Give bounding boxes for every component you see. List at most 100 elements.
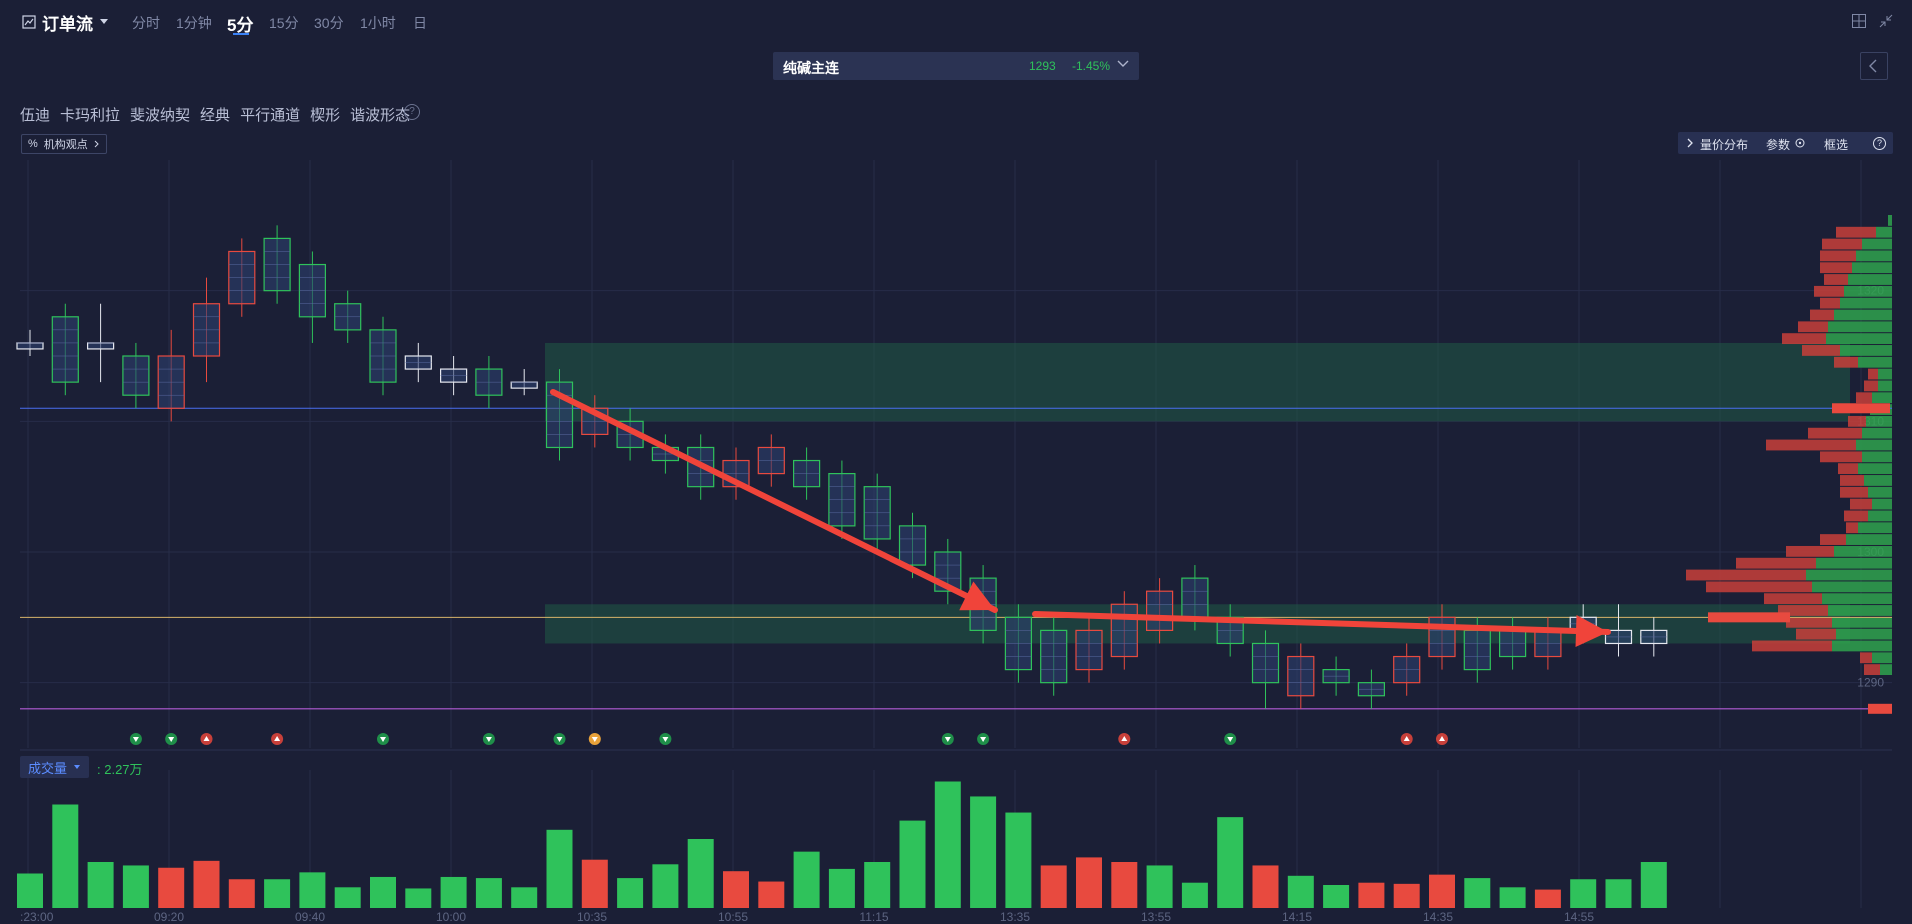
- volume-profile-buy: [1828, 605, 1892, 616]
- volume-profile-buy: [1862, 238, 1892, 250]
- timeframe-tab[interactable]: 1小时: [360, 15, 396, 31]
- layout-grid-icon[interactable]: [1851, 13, 1867, 29]
- volume-profile-sell: [1844, 510, 1868, 522]
- timeframe-tab[interactable]: 日: [413, 15, 427, 31]
- volume-bar: [511, 887, 538, 908]
- tool-fibonacci[interactable]: 斐波纳契: [130, 107, 191, 124]
- volume-profile-toggle[interactable]: 量价分布: [1700, 138, 1749, 152]
- chevron-left-icon: [1869, 59, 1877, 73]
- timeframe-tab[interactable]: 15分: [269, 15, 299, 31]
- volume-profile-sell: [1706, 581, 1812, 593]
- tool-woodie[interactable]: 伍迪: [20, 107, 51, 124]
- volume-profile-buy: [1822, 593, 1892, 605]
- volume-bar: [1005, 812, 1032, 908]
- footprint-candle: [1181, 577, 1209, 618]
- signal-arrow-icon: [1403, 736, 1410, 741]
- current-price-marker: [1832, 403, 1890, 414]
- volume-profile-sell: [1820, 262, 1852, 274]
- volume-bar: [1217, 817, 1244, 908]
- volume-profile-sell: [1802, 345, 1840, 356]
- volume-profile-sell: [1798, 321, 1828, 333]
- signal-arrow-icon: [980, 737, 987, 742]
- timeframe-tab[interactable]: 分时: [132, 15, 160, 31]
- volume-bar: [1534, 889, 1561, 908]
- time-axis-label: :23:00: [20, 910, 54, 924]
- volume-bar: [1146, 865, 1173, 908]
- footprint-candle: [1428, 616, 1456, 658]
- volume-profile-sell: [1786, 616, 1832, 628]
- volume-bar: [264, 879, 291, 908]
- contract-selector[interactable]: 纯碱主连 1293 -1.45%: [773, 52, 1139, 80]
- volume-profile-buy: [1834, 309, 1892, 321]
- timeframe-tab[interactable]: 30分: [314, 15, 344, 31]
- volume-bar: [617, 878, 644, 908]
- footprint-candle: [51, 316, 79, 383]
- volume-indicator-selector[interactable]: 成交量: [20, 756, 90, 778]
- volume-profile-buy: [1862, 451, 1892, 463]
- volume-value: : 2.27万: [97, 762, 143, 777]
- footprint-candle: [1287, 655, 1315, 697]
- top-bar: 订单流 分时 1分钟 5分 15分 30分 1小时 日: [0, 0, 1912, 44]
- volume-profile-buy: [1812, 581, 1892, 593]
- volume-profile-sell: [1766, 439, 1856, 451]
- help-icon[interactable]: ?: [1873, 137, 1886, 150]
- volume-bar: [723, 871, 749, 908]
- time-axis-label: 09:40: [295, 910, 325, 924]
- trend-arrow-head: [959, 581, 995, 611]
- volume-bar: [1252, 865, 1279, 908]
- collapse-panel-button[interactable]: [1860, 52, 1888, 80]
- poc-marker: [1708, 612, 1790, 623]
- volume-bar: [299, 872, 326, 908]
- volume-profile-buy: [1846, 534, 1892, 545]
- timeframe-tab[interactable]: 1分钟: [176, 15, 212, 31]
- volume-bar: [970, 796, 997, 908]
- timeframe-tab-active[interactable]: 5分: [227, 16, 254, 35]
- product-switcher[interactable]: 订单流: [22, 10, 109, 34]
- volume-profile-sell: [1836, 226, 1876, 238]
- volume-profile-buy: [1826, 333, 1892, 345]
- footprint-candle: [1075, 629, 1103, 671]
- volume-profile-sell: [1856, 392, 1872, 404]
- volume-profile-buy: [1878, 368, 1892, 380]
- volume-bar: [1605, 879, 1632, 908]
- signal-arrow-icon: [1439, 736, 1445, 741]
- tool-wedge[interactable]: 楔形: [310, 107, 341, 124]
- volume-bar: [864, 862, 891, 908]
- volume-profile-buy: [1840, 297, 1892, 309]
- tools-help-icon[interactable]: ?: [404, 104, 420, 120]
- percent-icon: %: [28, 138, 38, 150]
- tool-harmonic[interactable]: 谐波形态: [350, 107, 411, 124]
- volume-profile-sell: [1850, 498, 1872, 510]
- volume-bar: [475, 878, 502, 908]
- price-axis-label: 1290: [1857, 676, 1884, 690]
- volume-profile-sell: [1814, 285, 1844, 297]
- institution-view-button[interactable]: % 机构观点: [21, 134, 107, 154]
- chevron-right-icon: [94, 140, 99, 148]
- footprint-candle: [510, 381, 538, 389]
- volume-bar: [546, 829, 573, 908]
- tool-parallel-channel[interactable]: 平行通道: [240, 107, 301, 124]
- volume-profile-sell: [1820, 451, 1862, 463]
- box-select-button[interactable]: 框选: [1824, 138, 1849, 152]
- tool-camarilla[interactable]: 卡玛利拉: [60, 107, 121, 124]
- volume-profile-sell: [1736, 557, 1816, 569]
- tool-classic[interactable]: 经典: [200, 107, 231, 124]
- chart-icon: [22, 15, 36, 29]
- settings-circle-icon[interactable]: [1795, 138, 1805, 148]
- signal-arrow-icon: [1121, 736, 1128, 741]
- volume-profile-sell: [1834, 356, 1858, 368]
- volume-profile-buy: [1858, 522, 1892, 534]
- volume-profile-buy: [1858, 356, 1892, 368]
- volume-bar: [758, 881, 785, 908]
- volume-profile-sell: [1820, 250, 1856, 262]
- shrink-icon[interactable]: [1878, 13, 1894, 29]
- volume-profile-buy: [1872, 652, 1892, 664]
- signal-arrow-icon: [132, 737, 139, 742]
- time-axis-label: 14:55: [1564, 910, 1594, 924]
- signal-arrow-icon: [380, 737, 386, 742]
- params-button[interactable]: 参数: [1766, 138, 1791, 152]
- contract-change: -1.45%: [1072, 59, 1111, 73]
- time-axis-label: 13:35: [1000, 910, 1030, 924]
- volume-profile-buy: [1844, 285, 1892, 297]
